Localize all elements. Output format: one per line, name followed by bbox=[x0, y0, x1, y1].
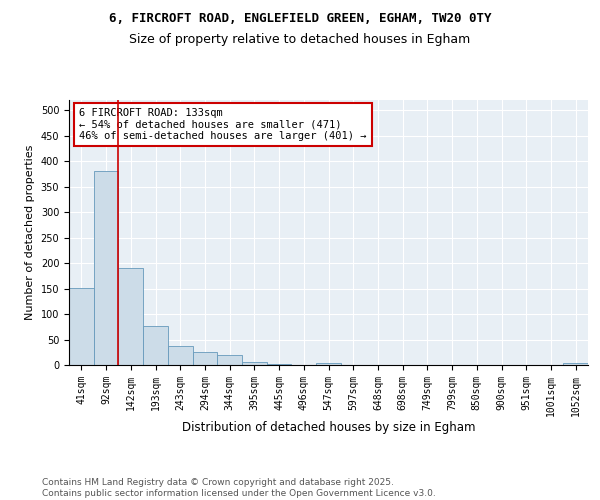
Bar bbox=[193, 352, 217, 365]
Bar bbox=[118, 268, 143, 365]
Y-axis label: Number of detached properties: Number of detached properties bbox=[25, 145, 35, 320]
Bar bbox=[168, 346, 193, 365]
Bar bbox=[563, 364, 588, 365]
Text: Size of property relative to detached houses in Egham: Size of property relative to detached ho… bbox=[130, 32, 470, 46]
Text: 6, FIRCROFT ROAD, ENGLEFIELD GREEN, EGHAM, TW20 0TY: 6, FIRCROFT ROAD, ENGLEFIELD GREEN, EGHA… bbox=[109, 12, 491, 26]
Bar bbox=[217, 355, 242, 365]
X-axis label: Distribution of detached houses by size in Egham: Distribution of detached houses by size … bbox=[182, 422, 475, 434]
Bar bbox=[267, 364, 292, 365]
Text: 6 FIRCROFT ROAD: 133sqm
← 54% of detached houses are smaller (471)
46% of semi-d: 6 FIRCROFT ROAD: 133sqm ← 54% of detache… bbox=[79, 108, 367, 141]
Bar bbox=[242, 362, 267, 365]
Bar bbox=[316, 364, 341, 365]
Text: Contains HM Land Registry data © Crown copyright and database right 2025.
Contai: Contains HM Land Registry data © Crown c… bbox=[42, 478, 436, 498]
Bar bbox=[69, 288, 94, 365]
Bar bbox=[143, 326, 168, 365]
Bar bbox=[94, 172, 118, 365]
